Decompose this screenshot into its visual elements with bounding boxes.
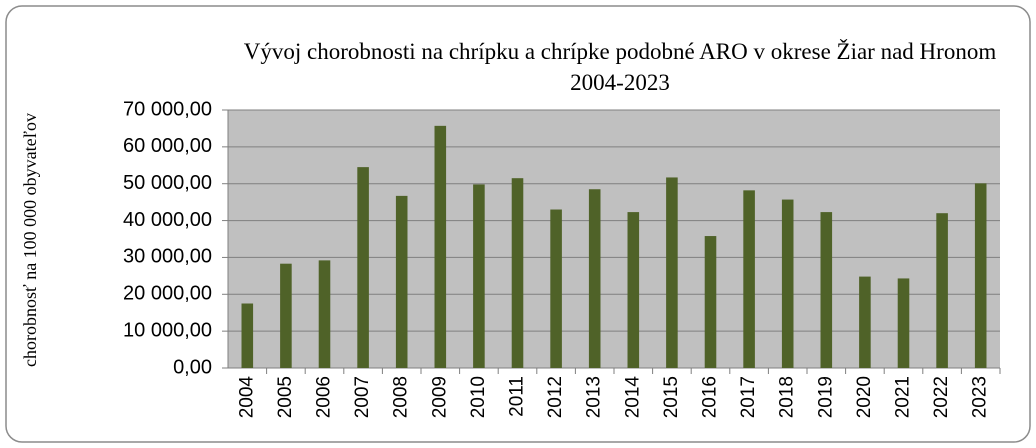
bar — [395, 195, 408, 368]
y-tick-label: 30 000,00 — [123, 246, 212, 268]
x-tick-label: 2019 — [815, 376, 836, 418]
x-tick-label: 2006 — [314, 376, 335, 418]
x-tick-label: 2011 — [507, 376, 528, 417]
y-tick-label: 40 000,00 — [123, 209, 212, 231]
bar — [743, 190, 755, 368]
bar — [781, 199, 794, 368]
y-tick-label: 0,00 — [173, 356, 212, 378]
x-tick-label: 2018 — [777, 376, 798, 418]
x-tick-label: 2010 — [468, 376, 489, 418]
bar — [627, 212, 640, 368]
bar — [859, 276, 871, 368]
bar — [820, 212, 833, 368]
y-axis-label: chorobnosť na 100 000 obyvateľov — [20, 113, 40, 367]
bar — [357, 167, 369, 368]
bar — [974, 183, 987, 368]
y-tick-label: 60 000,00 — [123, 135, 212, 157]
bar — [241, 303, 254, 368]
bar — [704, 236, 717, 368]
bar — [897, 278, 910, 368]
y-tick-label: 50 000,00 — [123, 172, 212, 194]
x-tick-label: 2014 — [622, 376, 643, 419]
chart-title: Vývoj chorobnosti na chrípku a chrípke p… — [243, 39, 997, 95]
x-tick-label: 2021 — [893, 376, 914, 418]
x-tick-label: 2023 — [970, 376, 991, 418]
x-tick-label: 2017 — [738, 376, 759, 418]
x-tick-label: 2015 — [661, 376, 682, 418]
x-tick-label: 2013 — [584, 376, 605, 418]
bar — [280, 263, 292, 368]
bar — [936, 213, 948, 368]
bar — [588, 189, 601, 368]
x-tick-label: 2009 — [429, 376, 450, 418]
bar — [666, 177, 678, 368]
bar — [473, 184, 485, 368]
bar — [434, 125, 447, 368]
bar — [550, 209, 562, 368]
x-tick-label: 2020 — [854, 376, 875, 418]
x-tick-label: 2008 — [391, 376, 412, 418]
x-tick-label: 2022 — [931, 376, 952, 418]
x-tick-label: 2012 — [545, 376, 566, 418]
bar — [318, 260, 331, 368]
bar — [511, 178, 524, 368]
plot-area — [228, 110, 1000, 368]
y-tick-label: 10 000,00 — [123, 319, 212, 341]
x-tick-label: 2004 — [236, 376, 257, 419]
x-tick-label: 2016 — [700, 376, 721, 418]
x-tick-label: 2007 — [352, 376, 373, 418]
y-tick-label: 70 000,00 — [123, 98, 212, 120]
x-tick-label: 2005 — [275, 376, 296, 418]
y-tick-label: 20 000,00 — [123, 283, 212, 305]
